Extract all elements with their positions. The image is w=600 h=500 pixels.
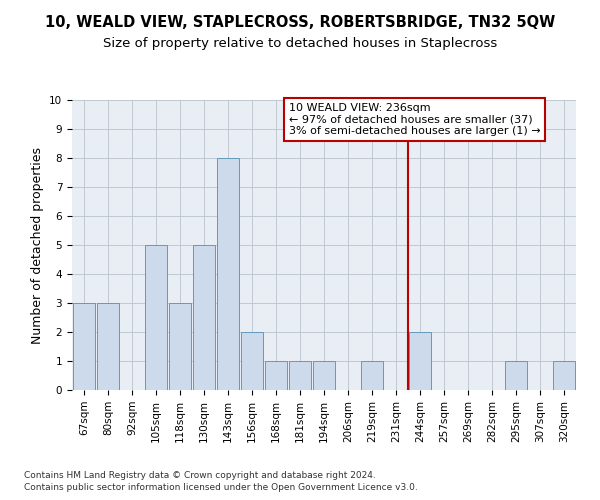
- Bar: [217, 158, 239, 390]
- Bar: [361, 361, 383, 390]
- Bar: [73, 303, 95, 390]
- Bar: [313, 361, 335, 390]
- Bar: [241, 332, 263, 390]
- Bar: [505, 361, 527, 390]
- Text: Size of property relative to detached houses in Staplecross: Size of property relative to detached ho…: [103, 38, 497, 51]
- Text: 10, WEALD VIEW, STAPLECROSS, ROBERTSBRIDGE, TN32 5QW: 10, WEALD VIEW, STAPLECROSS, ROBERTSBRID…: [45, 15, 555, 30]
- Text: Contains HM Land Registry data © Crown copyright and database right 2024.: Contains HM Land Registry data © Crown c…: [24, 471, 376, 480]
- Bar: [265, 361, 287, 390]
- Bar: [145, 245, 167, 390]
- Bar: [553, 361, 575, 390]
- Bar: [289, 361, 311, 390]
- Bar: [169, 303, 191, 390]
- Bar: [193, 245, 215, 390]
- Text: Contains public sector information licensed under the Open Government Licence v3: Contains public sector information licen…: [24, 484, 418, 492]
- Bar: [409, 332, 431, 390]
- Bar: [97, 303, 119, 390]
- Y-axis label: Number of detached properties: Number of detached properties: [31, 146, 44, 344]
- Text: 10 WEALD VIEW: 236sqm
← 97% of detached houses are smaller (37)
3% of semi-detac: 10 WEALD VIEW: 236sqm ← 97% of detached …: [289, 103, 541, 136]
